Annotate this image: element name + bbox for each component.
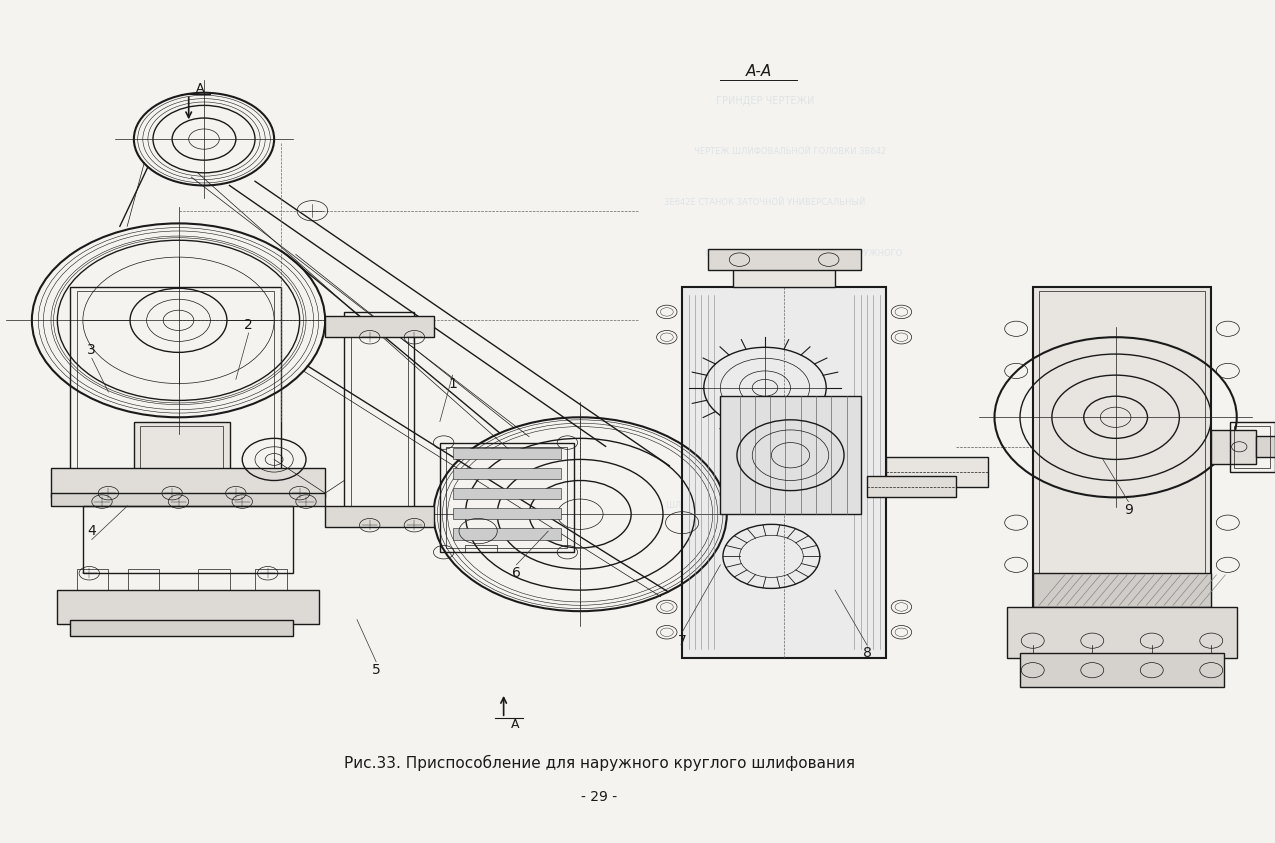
Bar xyxy=(720,396,861,514)
Text: А-А: А-А xyxy=(746,64,771,79)
Bar xyxy=(351,316,408,518)
Bar xyxy=(76,569,108,590)
Bar xyxy=(70,620,293,636)
Bar xyxy=(1230,422,1275,472)
Bar xyxy=(198,569,230,590)
Bar xyxy=(708,249,861,270)
Text: 2: 2 xyxy=(245,318,252,331)
Text: 1: 1 xyxy=(449,377,456,390)
Bar xyxy=(453,528,561,540)
Bar xyxy=(51,468,325,497)
Bar xyxy=(1211,430,1256,464)
Text: ГРИНДЕР ЧЕРТЕЖИ: ГРИНДЕР ЧЕРТЕЖИ xyxy=(715,96,815,106)
Text: ЧЕРТЕЖИ: ЧЕРТЕЖИ xyxy=(745,400,785,409)
Bar xyxy=(733,253,835,287)
Bar xyxy=(1007,607,1237,658)
Text: 9: 9 xyxy=(1125,503,1132,517)
Text: СХЕМА ПРИСПОСОБЛЕНИЕ ДЛЯ НАРУЖНОГО: СХЕМА ПРИСПОСОБЛЕНИЕ ДЛЯ НАРУЖНОГО xyxy=(705,249,901,257)
Text: 8: 8 xyxy=(863,647,871,660)
Bar xyxy=(1256,436,1275,457)
Bar xyxy=(867,476,956,497)
Bar xyxy=(465,545,497,552)
Bar xyxy=(453,487,561,499)
Bar xyxy=(1033,573,1211,607)
Bar xyxy=(134,422,230,489)
Bar xyxy=(1234,426,1270,468)
Bar xyxy=(682,287,886,658)
Text: 3Е642Е СТАНОК ЗАТОЧНОЙ УНИВЕРСАЛЬНЫЙ: 3Е642Е СТАНОК ЗАТОЧНОЙ УНИВЕРСАЛЬНЫЙ xyxy=(664,198,866,207)
Bar xyxy=(255,569,287,590)
Bar xyxy=(1033,287,1211,607)
Bar xyxy=(51,493,325,506)
Text: ГРИНДЕР ЧЕРТЕЖИ СКАЧАТЬ: ГРИНДЕР ЧЕРТЕЖИ СКАЧАТЬ xyxy=(727,451,854,459)
Bar xyxy=(325,506,434,527)
Text: ЧЕРТЕЖ ШЛИФОВАЛЬНОЙ ГОЛОВКИ 3В642: ЧЕРТЕЖ ШЛИФОВАЛЬНОЙ ГОЛОВКИ 3В642 xyxy=(695,148,886,156)
Bar xyxy=(128,569,159,590)
Bar xyxy=(76,291,274,468)
Bar xyxy=(440,443,574,552)
Bar xyxy=(1039,291,1205,603)
Bar xyxy=(325,316,434,337)
Bar xyxy=(886,457,988,487)
Text: 7: 7 xyxy=(678,634,686,647)
Text: КРУГЛОГО ШЛИФОВАНИЯ СТАНКА 3Е642Е: КРУГЛОГО ШЛИФОВАНИЯ СТАНКА 3Е642Е xyxy=(697,299,884,308)
Text: ЛЕНТОЧНЫЙ ШЛИФОВАЛЬНЫЙ ГРИНДЕР: ЛЕНТОЧНЫЙ ШЛИФОВАЛЬНЫЙ ГРИНДЕР xyxy=(687,349,868,359)
Bar xyxy=(1020,653,1224,687)
Bar xyxy=(344,312,414,523)
Bar xyxy=(57,590,319,624)
Text: ЛЕНТОЧНЫЙ ГРИНДЕР ИЗ БОЛГАРКИ: ЛЕНТОЧНЫЙ ГРИНДЕР ИЗ БОЛГАРКИ xyxy=(683,551,847,561)
Bar xyxy=(140,426,223,485)
Bar xyxy=(70,287,280,472)
Bar xyxy=(453,507,561,519)
Text: ШЛИФОВАЛЬНЫЙ СТАНОК СВОИМИ РУКАМИ: ШЛИФОВАЛЬНЫЙ СТАНОК СВОИМИ РУКАМИ xyxy=(667,502,863,510)
Text: 4: 4 xyxy=(88,524,96,538)
Text: А: А xyxy=(511,718,519,732)
Text: 5: 5 xyxy=(372,663,380,677)
Bar xyxy=(446,447,567,548)
Text: 6: 6 xyxy=(513,566,520,580)
Text: - 29 -: - 29 - xyxy=(581,790,617,803)
Text: Рис.33. Приспособление для наружного круглого шлифования: Рис.33. Приспособление для наружного кру… xyxy=(344,754,854,771)
Text: 3: 3 xyxy=(88,343,96,357)
Bar xyxy=(453,468,561,480)
Bar xyxy=(83,506,293,573)
Bar xyxy=(453,448,561,459)
Text: А: А xyxy=(196,82,204,95)
